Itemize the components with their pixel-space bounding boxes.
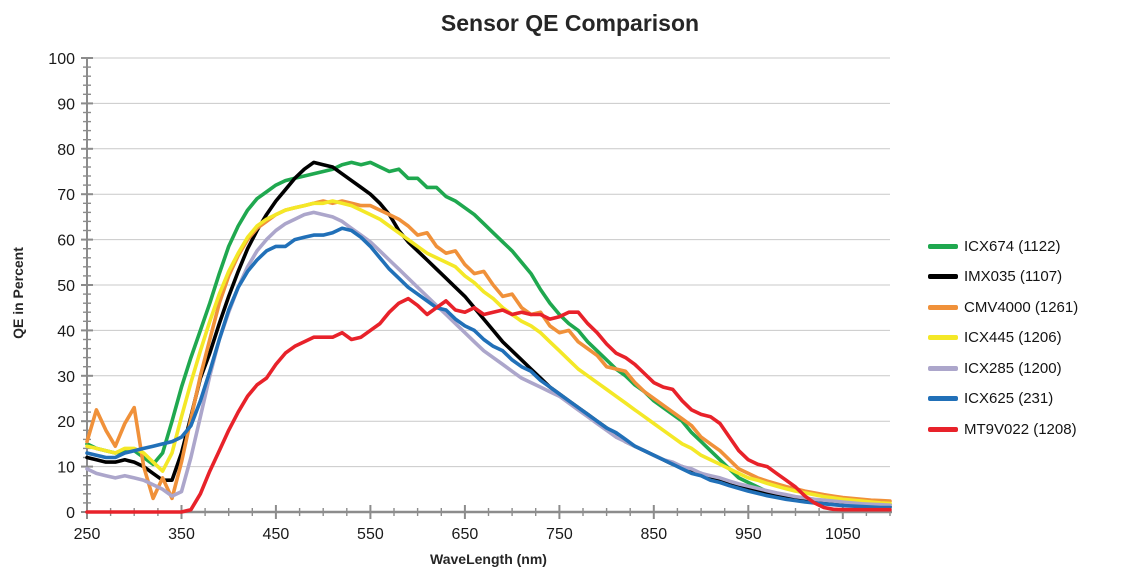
x-tick-label: 550: [357, 526, 384, 543]
series-line-icx445: [85, 199, 892, 506]
x-tick-label: 750: [546, 526, 573, 543]
y-tick-label: 20: [57, 414, 75, 431]
legend-label: MT9V022 (1208): [964, 420, 1077, 438]
series-line-mt9v022: [85, 296, 892, 514]
y-tick-label: 80: [57, 142, 75, 159]
legend-item: ICX674 (1122): [928, 231, 1124, 262]
legend-item: CMV4000 (1261): [928, 292, 1124, 323]
series-line-icx625: [85, 226, 892, 510]
y-tick-label: 10: [57, 460, 75, 477]
y-tick-label: 40: [57, 323, 75, 340]
legend-item: MT9V022 (1208): [928, 414, 1124, 445]
y-tick-label: 0: [66, 505, 75, 522]
legend-swatch: [928, 243, 958, 249]
legend-swatch: [928, 274, 958, 280]
y-tick-label: 100: [48, 51, 75, 68]
x-axis-title: WaveLength (nm): [430, 551, 547, 567]
x-tick-label: 350: [168, 526, 195, 543]
x-tick-label: 850: [640, 526, 667, 543]
legend-swatch: [928, 396, 958, 402]
y-tick-label: 70: [57, 187, 75, 204]
legend-label: ICX625 (231): [964, 390, 1054, 408]
legend-item: IMX035 (1107): [928, 262, 1124, 293]
x-tick-label: 950: [735, 526, 762, 543]
legend-label: ICX674 (1122): [964, 237, 1061, 255]
legend-swatch: [928, 335, 958, 341]
y-axis-title: QE in Percent: [10, 247, 26, 339]
legend-swatch: [928, 304, 958, 310]
x-tick-label: 450: [263, 526, 290, 543]
y-tick-label: 30: [57, 369, 75, 386]
legend-label: IMX035 (1107): [964, 268, 1063, 286]
x-tick-label: 650: [452, 526, 479, 543]
x-tick-label: 1050: [825, 526, 861, 543]
y-tick-label: 50: [57, 278, 75, 295]
y-tick-label: 60: [57, 233, 75, 250]
legend-swatch: [928, 426, 958, 432]
legend-item: ICX285 (1200): [928, 353, 1124, 384]
series-line-cmv4000: [85, 199, 892, 503]
legend-label: CMV4000 (1261): [964, 298, 1079, 316]
y-tick-label: 90: [57, 96, 75, 113]
legend-label: ICX285 (1200): [964, 359, 1062, 377]
legend: ICX674 (1122) IMX035 (1107) CMV4000 (1261)…: [928, 231, 1124, 445]
legend-item: ICX625 (231): [928, 384, 1124, 415]
legend-swatch: [928, 365, 958, 371]
legend-item: ICX445 (1206): [928, 323, 1124, 354]
legend-label: ICX445 (1206): [964, 329, 1062, 347]
x-tick-label: 250: [74, 526, 101, 543]
chart-title: Sensor QE Comparison: [440, 10, 700, 36]
